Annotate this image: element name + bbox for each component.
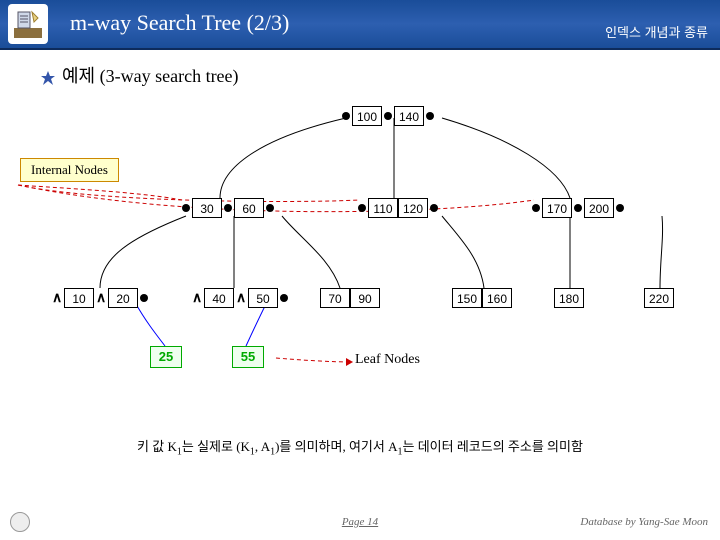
pointer-dot <box>182 204 190 212</box>
leaf2-k1: 40 <box>204 288 234 308</box>
leaf4-k2: 160 <box>482 288 512 308</box>
footer-logo-icon <box>10 512 30 532</box>
root-k1: 100 <box>352 106 382 126</box>
tree-diagram: Internal Nodes 100 140 30 60 110 120 170… <box>0 88 720 428</box>
internal-a-k2: 60 <box>234 198 264 218</box>
null-pointer: ∧ <box>192 293 202 303</box>
internal-node-c: 170 200 <box>530 198 626 218</box>
leaf-node-4: 150 160 <box>452 288 512 308</box>
footer-page: Page 14 <box>342 516 378 528</box>
leaf6-k1: 220 <box>644 288 674 308</box>
header-icon <box>8 4 48 44</box>
pointer-dot <box>426 112 434 120</box>
leaf1-k2: 20 <box>108 288 138 308</box>
null-pointer: ∧ <box>52 293 62 303</box>
footer-author: Database by Yang-Sae Moon <box>580 516 708 528</box>
leaf-node-6: 220 <box>644 288 674 308</box>
leaf3-k1: 70 <box>320 288 350 308</box>
internal-a-k1: 30 <box>192 198 222 218</box>
leaf3-k2: 90 <box>350 288 380 308</box>
pointer-dot <box>266 204 274 212</box>
header-subtitle: 인덱스 개념과 종류 <box>605 22 708 41</box>
pointer-dot <box>140 294 148 302</box>
pointer-dot <box>358 204 366 212</box>
leaf-green-1: 25 <box>150 346 182 368</box>
leaf2-k2: 50 <box>248 288 278 308</box>
pointer-dot <box>430 204 438 212</box>
example-label: 예제 (3-way search tree) <box>62 66 239 86</box>
internal-node-b: 110 120 <box>356 198 440 218</box>
leaf-node-2: ∧ 40 ∧ 50 <box>190 288 290 308</box>
internal-c-k2: 200 <box>584 198 614 218</box>
leaf-nodes-label: Leaf Nodes <box>355 352 420 368</box>
internal-b-k2: 120 <box>398 198 428 218</box>
pointer-dot <box>280 294 288 302</box>
pointer-dot <box>574 204 582 212</box>
page-title: m-way Search Tree (2/3) <box>70 10 289 36</box>
leaf-green-2: 55 <box>232 346 264 368</box>
footnote: 키 값 K1는 실제로 (K1, A1)를 의미하며, 여기서 A1는 데이터 … <box>40 436 680 458</box>
leaf5-k1: 180 <box>554 288 584 308</box>
internal-c-k1: 170 <box>542 198 572 218</box>
internal-node-a: 30 60 <box>180 198 276 218</box>
pointer-dot <box>384 112 392 120</box>
footer: Page 14 Database by Yang-Sae Moon <box>0 510 720 534</box>
internal-nodes-label: Internal Nodes <box>20 158 119 182</box>
null-pointer: ∧ <box>96 293 106 303</box>
bullet-icon <box>40 70 56 86</box>
pointer-dot <box>532 204 540 212</box>
root-node: 100 140 <box>340 106 436 126</box>
example-heading: 예제 (3-way search tree) <box>40 62 720 88</box>
leaf-node-5: 180 <box>554 288 584 308</box>
pointer-dot <box>224 204 232 212</box>
pointer-dot <box>616 204 624 212</box>
tree-edges <box>0 88 720 428</box>
root-k2: 140 <box>394 106 424 126</box>
leaf-node-1: ∧ 10 ∧ 20 <box>50 288 150 308</box>
null-pointer: ∧ <box>236 293 246 303</box>
internal-b-k1: 110 <box>368 198 398 218</box>
leaf4-k1: 150 <box>452 288 482 308</box>
leaf1-k1: 10 <box>64 288 94 308</box>
pointer-dot <box>342 112 350 120</box>
leaf-node-3: 70 90 <box>320 288 380 308</box>
